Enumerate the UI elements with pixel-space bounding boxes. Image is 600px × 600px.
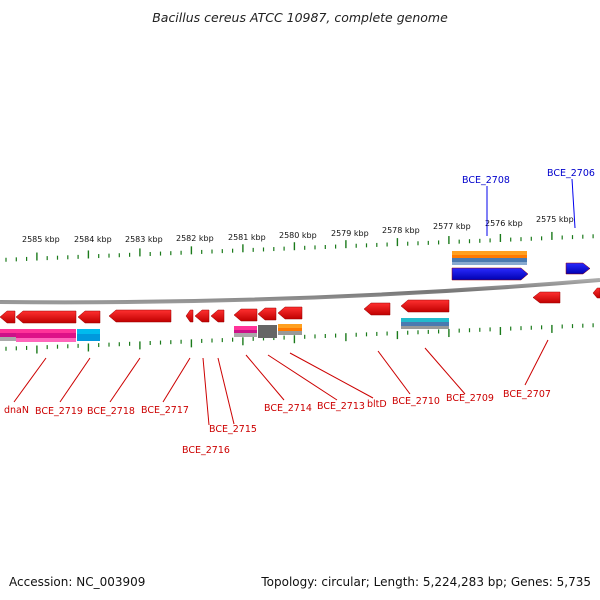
gene-bce-2718-arrow [108, 309, 172, 323]
leader-line [524, 339, 549, 386]
annotation-bar [452, 255, 527, 258]
gene-bce-2717-arrow [185, 309, 194, 323]
annotation-bar [401, 326, 449, 329]
annotation-bar [452, 251, 527, 255]
annotation-bar [278, 324, 302, 328]
gene-label: BCE_2710 [392, 396, 440, 407]
scale-tick-label: 2575 kbp [536, 215, 574, 224]
leader-line [377, 350, 411, 395]
annotation-bar [401, 318, 449, 322]
gene-bce-2706-arrow [565, 262, 591, 275]
gene-bce-2714-arrow [257, 307, 277, 321]
gene-bce-2707-arrow [532, 291, 561, 304]
gene-label: BCE_2718 [87, 406, 135, 417]
gene-dnaN-arrow [15, 310, 77, 324]
annotation-bar [0, 337, 16, 341]
annotation-bar [401, 322, 449, 326]
annotation-bar [452, 262, 527, 265]
leader-line [162, 357, 191, 403]
scale-tick-label: 2585 kbp [22, 235, 60, 244]
scale-tick-label: 2578 kbp [382, 226, 420, 235]
annotation-bar [0, 329, 16, 333]
scale-tick-label: 2576 kbp [485, 219, 523, 228]
gene-arrow [592, 287, 600, 299]
scale-ruler-top [5, 231, 594, 262]
genome-backbone [0, 278, 600, 305]
gene-label: BCE_2719 [35, 406, 83, 417]
scale-tick-label: 2579 kbp [331, 229, 369, 238]
annotation-bar [16, 329, 76, 333]
scale-tick-label: 2583 kbp [125, 235, 163, 244]
gene-arrow [0, 310, 16, 324]
gene-bce-2715-arrow [210, 309, 225, 323]
annotation-bar [234, 330, 257, 333]
gene-bce-2716-arrow [194, 309, 210, 323]
genome-title: Bacillus cereus ATCC 10987, complete gen… [152, 10, 448, 25]
gene-bce-2708-arrow [451, 267, 529, 281]
accession-text: Accession: NC_003909 [9, 575, 146, 589]
leader-line [13, 357, 47, 403]
leader-line [571, 178, 576, 229]
annotation-bar [16, 333, 76, 338]
gene-label: BCE_2709 [446, 393, 494, 404]
scale-tick-label: 2582 kbp [176, 234, 214, 243]
leader-line [245, 354, 285, 401]
annotation-bar [234, 326, 257, 330]
leader-line [59, 357, 91, 403]
scale-tick-label: 2580 kbp [279, 231, 317, 240]
scale-tick-label: 2581 kbp [228, 233, 266, 242]
gene-label: BCE_2707 [503, 389, 551, 400]
gene-label-highlighted: BCE_2706 [547, 168, 595, 179]
leader-line [424, 347, 466, 395]
leader-line [289, 352, 374, 399]
gene-track [0, 262, 600, 324]
gene-label: BCE_2714 [264, 403, 312, 414]
gene-label: BCE_2713 [317, 401, 365, 412]
gene-label: BCE_2715 [209, 424, 257, 435]
leader-line [217, 357, 235, 425]
gene-label: BCE_2716 [182, 445, 230, 456]
gene-label: dnaN [4, 405, 29, 416]
genome-summary-text: Topology: circular; Length: 5,224,283 bp… [261, 575, 591, 589]
annotation-bar [452, 258, 527, 262]
annotation-bar [258, 325, 277, 338]
annotation-bar [16, 338, 76, 342]
scale-labels: 2585 kbp 2584 kbp 2583 kbp 2582 kbp 2581 kbp… [22, 215, 574, 244]
scale-ruler-bottom [5, 323, 594, 354]
annotation-bar [234, 333, 257, 337]
gene-bce-2709-arrow [400, 299, 450, 313]
annotation-bar [278, 328, 302, 331]
gene-labels: BCE_2708 BCE_2706 dnaN BCE_2719 BCE_2718 BCE_… [4, 168, 595, 456]
annotation-bar [77, 334, 100, 341]
gene-bltD-arrow [233, 308, 258, 322]
gene-bce-2713-arrow [277, 306, 303, 320]
gene-label-highlighted: BCE_2708 [462, 175, 510, 186]
scale-tick-label: 2584 kbp [74, 235, 112, 244]
leader-line [267, 354, 338, 401]
leader-line [202, 357, 210, 426]
annotation-bar [278, 331, 302, 335]
annotation-tracks [0, 251, 527, 342]
annotation-bar [0, 333, 16, 337]
gene-bce-2719-arrow [77, 310, 101, 324]
annotation-bar [77, 329, 100, 334]
gene-bce-2710-arrow [363, 302, 391, 316]
label-leader-lines [13, 178, 576, 426]
gene-label: bltD [367, 399, 387, 410]
gene-label: BCE_2717 [141, 405, 189, 416]
scale-tick-label: 2577 kbp [433, 222, 471, 231]
leader-line [109, 357, 141, 403]
